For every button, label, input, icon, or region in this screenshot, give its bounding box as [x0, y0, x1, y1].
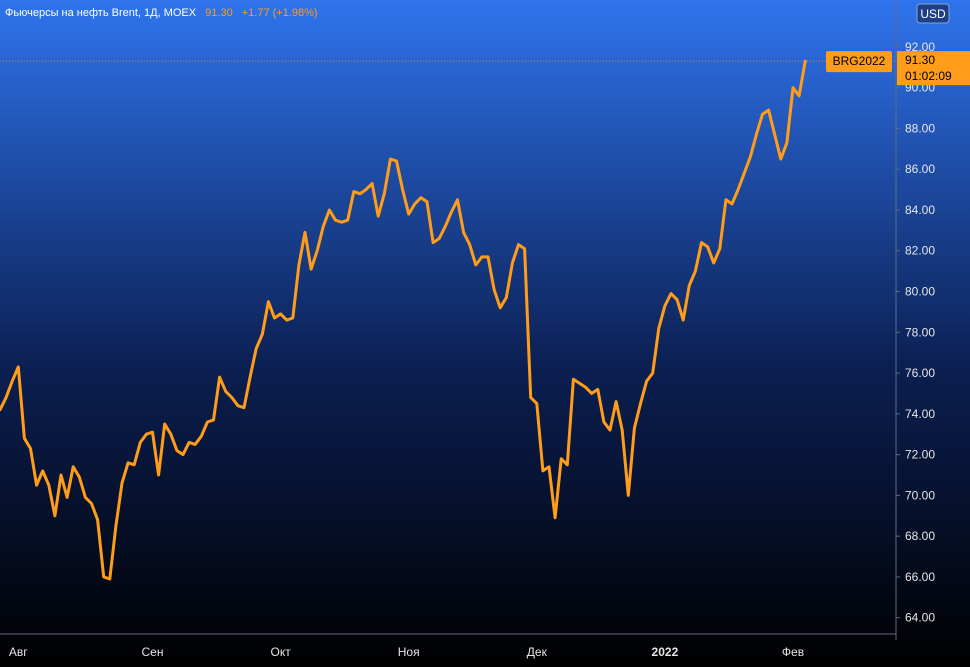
y-tick-label: 72.00 [905, 448, 935, 462]
svg-text:Фьючерсы на нефть Brent, 1Д, M: Фьючерсы на нефть Brent, 1Д, MOEX 91.30 … [5, 7, 318, 19]
y-tick-label: 82.00 [905, 244, 935, 258]
x-tick-label: Ноя [398, 645, 420, 659]
time-axis[interactable]: Авг Сен Окт Ноя Дек 2022 Фев [9, 645, 804, 659]
legend-change: +1.77 (+1.98%) [242, 7, 318, 19]
bar-countdown: 01:02:09 [905, 69, 952, 83]
y-tick-label: 80.00 [905, 285, 935, 299]
legend-title: Фьючерсы на нефть Brent, 1Д, MOEX [5, 7, 197, 19]
x-tick-label: Дек [527, 645, 548, 659]
price-axis[interactable]: 64.00 66.00 68.00 70.00 72.00 74.00 76.00 78.00… [896, 40, 935, 625]
symbol-tag-label: BRG2022 [833, 54, 886, 68]
last-price-tag: 91.30 01:02:09 [897, 51, 970, 86]
x-tick-label: Авг [9, 645, 28, 659]
x-tick-label: 2022 [652, 645, 679, 659]
x-tick-label: Сен [142, 645, 164, 659]
last-price-tag-value: 91.30 [905, 53, 935, 67]
legend-last-price: 91.30 [205, 7, 233, 19]
y-tick-label: 64.00 [905, 611, 935, 625]
y-tick-label: 88.00 [905, 121, 935, 135]
x-tick-label: Фев [782, 645, 804, 659]
currency-badge[interactable]: USD [916, 3, 950, 24]
y-tick-label: 68.00 [905, 529, 935, 543]
y-tick-label: 86.00 [905, 162, 935, 176]
y-tick-label: 66.00 [905, 570, 935, 584]
y-tick-label: 92.00 [905, 40, 935, 54]
currency-badge-label: USD [920, 7, 946, 21]
symbol-tag: BRG2022 [826, 51, 892, 73]
y-tick-label: 74.00 [905, 407, 935, 421]
y-tick-label: 84.00 [905, 203, 935, 217]
y-tick-label: 78.00 [905, 325, 935, 339]
y-tick-label: 76.00 [905, 366, 935, 380]
x-tick-label: Окт [270, 645, 291, 659]
y-tick-label: 70.00 [905, 488, 935, 502]
series-line-brg2022 [0, 59, 807, 581]
